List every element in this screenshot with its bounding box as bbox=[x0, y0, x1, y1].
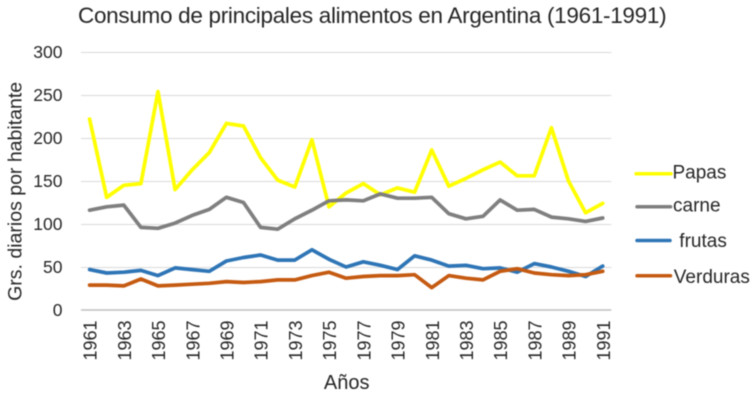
svg-text:1979: 1979 bbox=[389, 320, 409, 360]
svg-text:1991: 1991 bbox=[594, 320, 614, 360]
svg-text:250: 250 bbox=[33, 85, 62, 105]
svg-text:1961: 1961 bbox=[81, 320, 101, 360]
svg-text:1981: 1981 bbox=[423, 320, 443, 360]
svg-text:100: 100 bbox=[33, 214, 62, 234]
svg-text:Papas: Papas bbox=[673, 163, 727, 184]
svg-text:1975: 1975 bbox=[320, 320, 340, 360]
svg-text:50: 50 bbox=[43, 257, 63, 277]
svg-text:200: 200 bbox=[33, 128, 62, 148]
svg-text:150: 150 bbox=[33, 171, 62, 191]
svg-text:1989: 1989 bbox=[560, 320, 580, 360]
svg-text:1987: 1987 bbox=[525, 320, 545, 360]
svg-text:300: 300 bbox=[33, 42, 62, 62]
svg-text:1969: 1969 bbox=[218, 320, 238, 360]
svg-text:frutas: frutas bbox=[679, 231, 727, 252]
svg-text:Años: Años bbox=[324, 372, 370, 394]
svg-text:1963: 1963 bbox=[115, 320, 135, 360]
svg-text:1973: 1973 bbox=[286, 320, 306, 360]
svg-text:carne: carne bbox=[673, 196, 721, 217]
svg-text:1983: 1983 bbox=[457, 320, 477, 360]
svg-text:1971: 1971 bbox=[252, 320, 272, 360]
svg-text:1985: 1985 bbox=[491, 320, 511, 360]
svg-text:1967: 1967 bbox=[183, 320, 203, 360]
svg-text:Verduras: Verduras bbox=[674, 267, 750, 288]
svg-text:1965: 1965 bbox=[149, 320, 169, 360]
svg-text:0: 0 bbox=[53, 300, 63, 320]
svg-text:1977: 1977 bbox=[354, 320, 374, 360]
svg-text:Grs. diarios por habitante: Grs. diarios por habitante bbox=[5, 82, 27, 301]
